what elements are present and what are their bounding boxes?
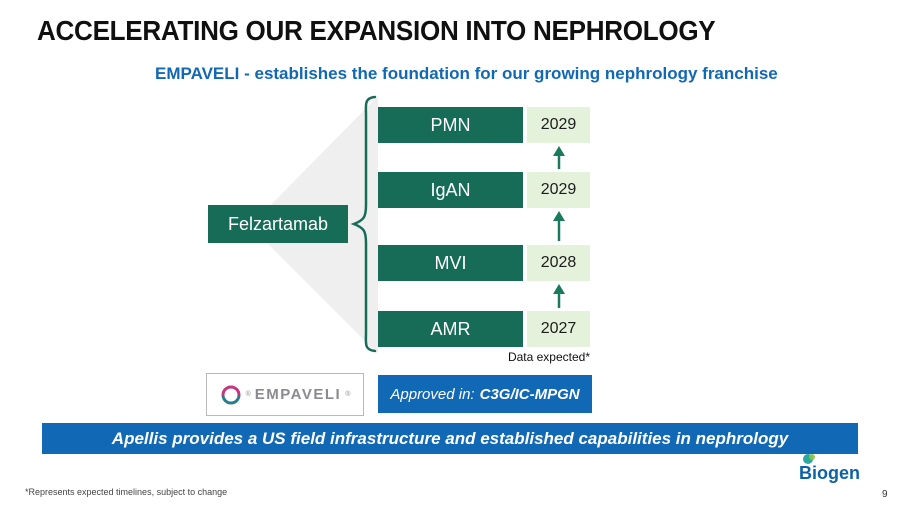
year-box-igan: 2029 <box>527 172 590 208</box>
indication-box-mvi: MVI <box>378 245 523 281</box>
indication-box-amr: AMR <box>378 311 523 347</box>
empaveli-logo-icon <box>221 385 241 404</box>
indication-row-amr: AMR 2027 <box>378 311 590 347</box>
year-label: 2028 <box>540 254 577 271</box>
indication-row-igan: IgAN 2029 <box>378 172 590 208</box>
approved-value: C3G/IC-MPGN <box>479 385 580 403</box>
up-arrow-icon <box>553 146 565 169</box>
biogen-wordmark: Biogen <box>799 463 860 483</box>
empaveli-wordmark: EMPAVELI <box>254 386 342 403</box>
indication-label: AMR <box>430 318 471 339</box>
approved-label: Approved in: <box>390 385 475 403</box>
year-label: 2029 <box>540 181 577 198</box>
biogen-globe-icon <box>803 454 815 464</box>
drug-box-felzartamab: Felzartamab <box>208 205 348 243</box>
bottom-banner: Apellis provides a US field infrastructu… <box>42 423 858 454</box>
year-box-mvi: 2028 <box>527 245 590 281</box>
indication-box-pmn: PMN <box>378 107 523 143</box>
empaveli-logo-box: ® EMPAVELI ® <box>206 373 364 416</box>
registered-mark: ® <box>345 391 351 398</box>
indication-row-pmn: PMN 2029 <box>378 107 590 143</box>
approved-in-box: Approved in: C3G/IC-MPGN <box>378 375 592 413</box>
indication-row-mvi: MVI 2028 <box>378 245 590 281</box>
page-title: ACCELERATING OUR EXPANSION INTO NEPHROLO… <box>37 15 716 46</box>
indication-label: IgAN <box>430 179 471 200</box>
drug-label: Felzartamab <box>227 213 329 234</box>
indication-label: MVI <box>434 252 467 273</box>
up-arrow-icon <box>553 284 565 308</box>
year-box-pmn: 2029 <box>527 107 590 143</box>
slide-subtitle: EMPAVELI - establishes the foundation fo… <box>155 64 778 83</box>
indication-box-igan: IgAN <box>378 172 523 208</box>
banner-text: Apellis provides a US field infrastructu… <box>111 428 789 448</box>
data-expected-label: Data expected* <box>507 350 590 364</box>
up-arrow-icon <box>553 211 565 241</box>
brace-icon <box>350 95 377 353</box>
indication-label: PMN <box>430 114 471 135</box>
year-label: 2027 <box>540 320 577 337</box>
year-box-amr: 2027 <box>527 311 590 347</box>
year-label: 2029 <box>540 116 577 133</box>
biogen-logo: Biogen <box>799 453 860 482</box>
registered-mark: ® <box>245 391 251 398</box>
page-number: 9 <box>882 489 888 500</box>
footnote: *Represents expected timelines, subject … <box>25 487 228 497</box>
